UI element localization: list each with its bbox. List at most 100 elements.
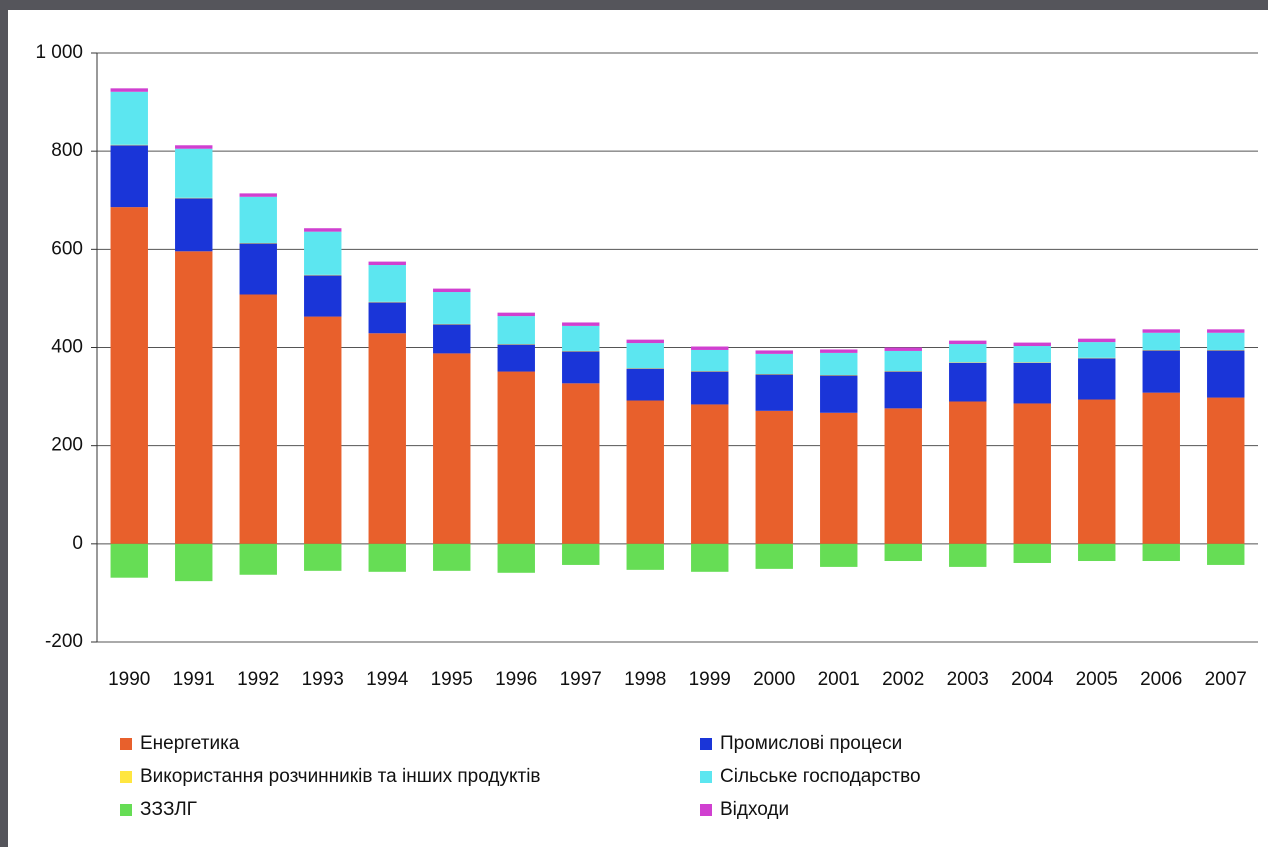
bar-segment (239, 193, 277, 197)
bar-segment (1078, 358, 1116, 400)
bar-segment (175, 145, 213, 149)
bar-segment (884, 543, 922, 562)
bar-segment (1142, 392, 1180, 544)
y-tick-label: 200 (51, 435, 83, 456)
bar-segment (562, 383, 600, 544)
x-tick-label: 1992 (237, 669, 279, 690)
legend-swatch (120, 771, 132, 783)
legend-swatch (120, 804, 132, 816)
legend-swatch (700, 771, 712, 783)
legend-swatch (120, 738, 132, 750)
bar-segment (1142, 332, 1180, 350)
bar-segment (884, 371, 922, 409)
y-tick-label: -200 (45, 631, 83, 652)
legend-label: Відходи (720, 799, 789, 820)
bar-segment (949, 340, 987, 345)
bar-segment (110, 145, 148, 208)
x-tick-label: 2006 (1140, 669, 1182, 690)
bar-segment (626, 343, 664, 369)
bar-segment (949, 344, 987, 363)
bar-segment (820, 352, 858, 375)
bar-segment (884, 347, 922, 351)
bar-segment (1142, 350, 1180, 393)
bar-segment (433, 543, 471, 571)
bar-segment (433, 288, 471, 293)
legend-label: Промислові процеси (720, 733, 902, 754)
x-tick-label: 1995 (431, 669, 473, 690)
bar-segment (1013, 342, 1051, 347)
bar-segment (1013, 543, 1051, 563)
bar-segment (1142, 543, 1180, 562)
y-tick-label: 600 (51, 238, 83, 259)
bar-segment (562, 543, 600, 565)
bar-segment (626, 543, 664, 570)
legend-label: Використання розчинників та інших продук… (140, 766, 541, 787)
bar-segment (1207, 332, 1245, 350)
legend-label: ЗЗЗЛГ (140, 799, 197, 820)
bar-segment (239, 294, 277, 544)
bar-segment (949, 401, 987, 544)
bar-segment (304, 231, 342, 275)
bar-segment (110, 207, 148, 544)
x-tick-label: 1997 (560, 669, 602, 690)
bar-segment (755, 543, 793, 569)
x-tick-label: 1998 (624, 669, 666, 690)
legend-swatch (700, 804, 712, 816)
bar-segment (1207, 543, 1245, 565)
bar-segment (755, 410, 793, 544)
bar-segment (110, 91, 148, 145)
bar-segment (110, 88, 148, 92)
x-tick-label: 2001 (818, 669, 860, 690)
bar-segment (175, 251, 213, 544)
bar-segment (755, 350, 793, 354)
bar-segment (304, 275, 342, 317)
x-tick-label: 1999 (689, 669, 731, 690)
x-tick-label: 1993 (302, 669, 344, 690)
bar-segment (1013, 403, 1051, 544)
bar-segment (1013, 362, 1051, 404)
y-tick-label: 1 000 (35, 42, 83, 63)
bar-segment (755, 374, 793, 411)
x-tick-label: 1994 (366, 669, 409, 690)
y-tick-label: 800 (51, 140, 83, 161)
x-tick-label: 2000 (753, 669, 795, 690)
bar-segment (691, 349, 729, 372)
legend-swatch (700, 738, 712, 750)
bar-segment (497, 543, 535, 573)
bar-segment (239, 196, 277, 243)
bar-segment (1142, 329, 1180, 333)
bar-segment (691, 543, 729, 572)
bar-segment (1207, 397, 1245, 544)
x-tick-label: 2002 (882, 669, 924, 690)
bar-segment (1078, 543, 1116, 562)
x-tick-label: 1991 (173, 669, 215, 690)
bar-segment (691, 371, 729, 405)
y-tick-label: 400 (51, 337, 83, 358)
x-tick-label: 2007 (1205, 669, 1247, 690)
bar-segment (562, 325, 600, 351)
bar-segment (562, 351, 600, 384)
bar-segment (304, 543, 342, 571)
bar-segment (820, 543, 858, 567)
bar-segment (304, 316, 342, 544)
bar-segment (1207, 329, 1245, 333)
legend-label: Енергетика (140, 733, 240, 754)
bar-segment (884, 350, 922, 372)
bar-segment (175, 198, 213, 252)
bar-segment (691, 404, 729, 544)
bar-segment (497, 312, 535, 317)
bar-segment (1078, 342, 1116, 358)
bar-segment (433, 292, 471, 324)
bar-segment (626, 400, 664, 544)
bar-segment (497, 371, 535, 544)
bar-segment (368, 333, 406, 544)
bar-segment (1078, 338, 1116, 343)
bar-segment (497, 316, 535, 345)
bar-segment (239, 243, 277, 295)
bar-segment (368, 302, 406, 334)
bar-segment (755, 353, 793, 375)
x-tick-label: 2003 (947, 669, 989, 690)
bar-segment (626, 339, 664, 344)
x-tick-label: 2005 (1076, 669, 1118, 690)
